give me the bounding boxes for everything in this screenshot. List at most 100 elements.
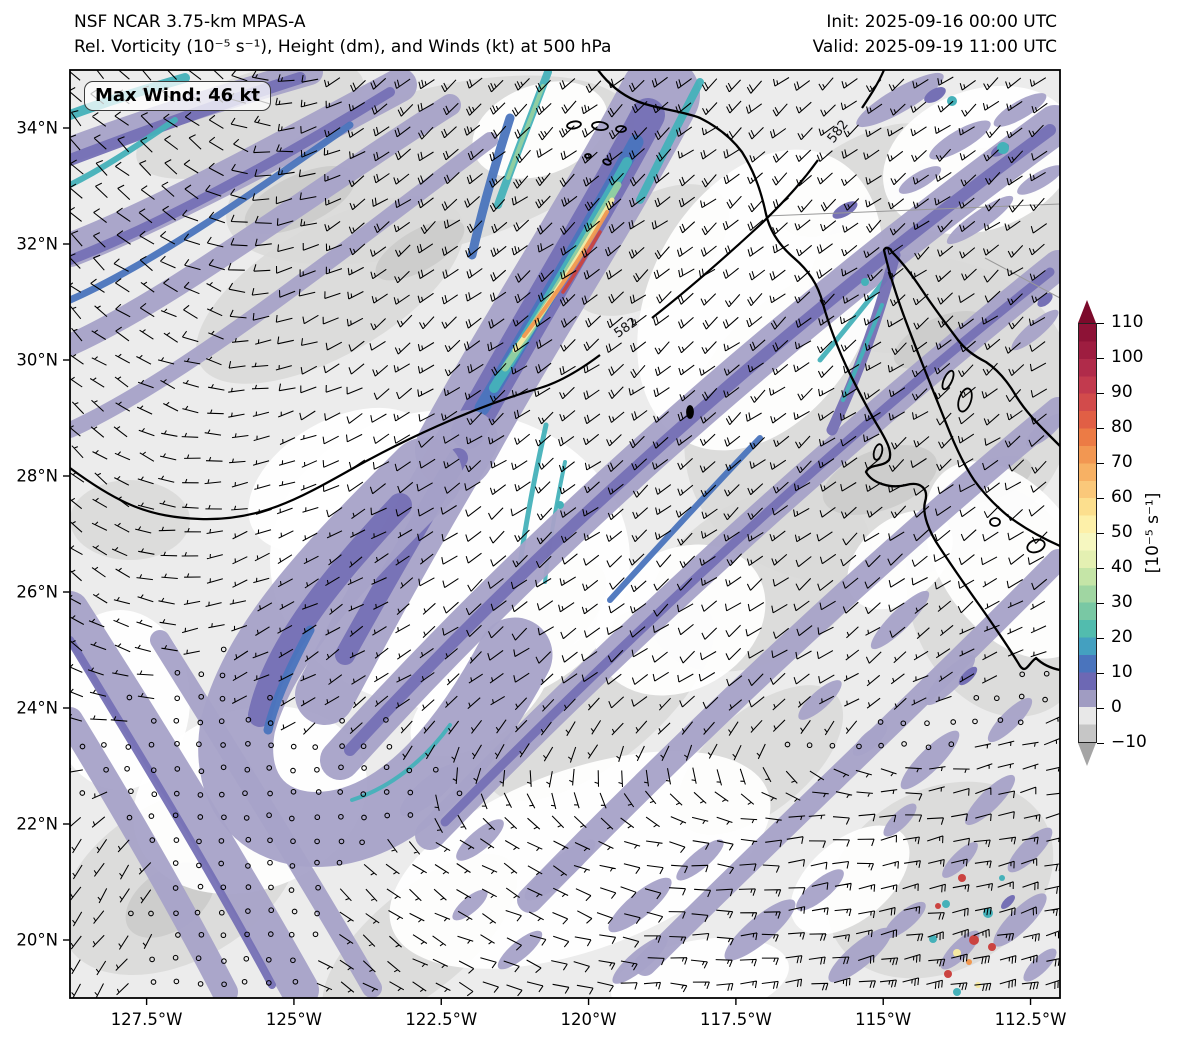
colorbar-tick <box>1097 393 1104 394</box>
calm-wind-circle <box>288 887 295 893</box>
calm-wind-circle <box>148 813 155 819</box>
calm-wind-circle <box>973 694 980 701</box>
calm-wind-circle <box>290 957 296 964</box>
calm-wind-circle <box>314 859 320 866</box>
calm-wind-circle <box>1018 693 1025 700</box>
calm-wind-circle <box>244 931 250 938</box>
calm-wind-circle <box>336 859 343 866</box>
calm-wind-circle <box>290 838 296 845</box>
calm-wind-circle <box>219 672 226 679</box>
y-tick-label: 34°N <box>16 119 58 138</box>
colorbar-tick <box>1097 638 1104 639</box>
calm-wind-circle <box>856 743 862 750</box>
wind-barb-strokes <box>70 70 1060 998</box>
calm-wind-circle <box>173 790 180 797</box>
calm-wind-circle <box>383 717 389 723</box>
calm-wind-circle <box>878 742 884 749</box>
calm-wind-circle <box>339 743 345 749</box>
calm-wind-circle <box>337 789 344 795</box>
calm-wind-circle <box>174 766 181 772</box>
calm-wind-circle <box>174 669 181 676</box>
calm-wind-circle <box>359 839 365 846</box>
calm-wind-circle <box>220 884 227 891</box>
calm-wind-circle <box>220 646 227 653</box>
calm-wind-circle <box>128 910 134 917</box>
calm-wind-circle <box>997 717 1004 723</box>
calm-wind-circle <box>245 884 252 890</box>
colorbar-tick-label: 0 <box>1111 697 1122 717</box>
calm-wind-circle <box>196 862 202 869</box>
calm-wind-circle <box>221 814 227 821</box>
x-tick-label: 120°W <box>561 1010 617 1029</box>
calm-wind-circle <box>267 790 273 797</box>
colorbar-tick-label: −10 <box>1111 732 1147 752</box>
colorbar-tick-label: 90 <box>1111 382 1133 402</box>
border-lines <box>765 203 1060 299</box>
calm-wind-circle <box>175 932 181 938</box>
y-tick-label: 32°N <box>16 235 58 254</box>
colorbar-tick <box>1097 358 1104 359</box>
calm-wind-circle <box>197 883 204 890</box>
colorbar-unit-label: [10⁻⁵ s⁻¹] <box>1143 492 1163 574</box>
calm-wind-circle <box>245 836 252 843</box>
vorticity-specks <box>399 72 1060 996</box>
colorbar-gradient <box>1078 323 1097 743</box>
colorbar-tick <box>1097 428 1104 429</box>
calm-wind-circle <box>218 838 225 844</box>
calm-wind-circle <box>924 720 930 727</box>
colorbar-tick-label: 40 <box>1111 557 1133 577</box>
time-block: Init: 2025-09-16 00:00 UTC Valid: 2025-09… <box>813 10 1057 60</box>
height-contour-582 <box>70 70 886 521</box>
colorbar-tick-label: 70 <box>1111 452 1133 472</box>
calm-wind-circle <box>242 790 248 797</box>
calm-wind-circle <box>218 860 225 867</box>
calm-wind-circle <box>312 931 319 938</box>
islands <box>566 120 1046 554</box>
calm-wind-circle <box>288 815 295 822</box>
colorbar-tick-label: 30 <box>1111 592 1133 612</box>
calm-wind-circle <box>406 767 413 774</box>
calm-wind-circle <box>290 767 296 774</box>
field-title: Rel. Vorticity (10⁻⁵ s⁻¹), Height (dm), … <box>74 37 612 57</box>
calm-wind-circle <box>220 764 227 771</box>
colorbar-tick-label: 80 <box>1111 417 1133 437</box>
colorbar-tick <box>1097 463 1104 464</box>
calm-wind-circle <box>315 884 321 891</box>
calm-wind-circle <box>288 931 295 938</box>
calm-wind-circle <box>150 979 157 985</box>
calm-wind-circle <box>218 718 225 725</box>
calm-wind-circle <box>338 838 345 845</box>
calm-wind-circle <box>1042 696 1048 703</box>
calm-wind-circle <box>314 766 320 773</box>
calm-wind-circle <box>432 766 439 773</box>
calm-wind-circle <box>267 837 273 844</box>
calm-wind-circle <box>265 980 272 986</box>
x-tick-label: 112.5°W <box>995 1010 1067 1029</box>
calm-wind-circle <box>266 765 273 771</box>
calm-wind-circle <box>218 909 225 916</box>
calm-wind-circle <box>386 743 393 750</box>
calm-wind-circle <box>196 838 202 845</box>
calm-wind-circle <box>197 719 204 726</box>
calm-wind-circle <box>150 767 157 774</box>
y-tick-label: 22°N <box>16 815 58 834</box>
calm-wind-circle <box>198 671 205 678</box>
colorbar-tick-label: 20 <box>1111 627 1133 647</box>
calm-wind-circle <box>126 694 133 701</box>
calm-wind-circle <box>1043 670 1050 677</box>
calm-wind-circle <box>784 741 791 748</box>
colorbar-tick <box>1097 323 1104 324</box>
calm-wind-circle <box>877 719 884 725</box>
calm-wind-circle <box>148 910 154 917</box>
colorbar-tick <box>1097 743 1104 744</box>
calm-wind-circle <box>198 931 205 938</box>
calm-wind-circle <box>338 813 344 820</box>
calm-wind-circle <box>383 764 390 771</box>
coast-california-baja <box>597 70 1060 672</box>
calm-wind-circle <box>128 788 134 795</box>
y-tick-label: 28°N <box>16 467 58 486</box>
calm-wind-circle <box>149 956 155 963</box>
